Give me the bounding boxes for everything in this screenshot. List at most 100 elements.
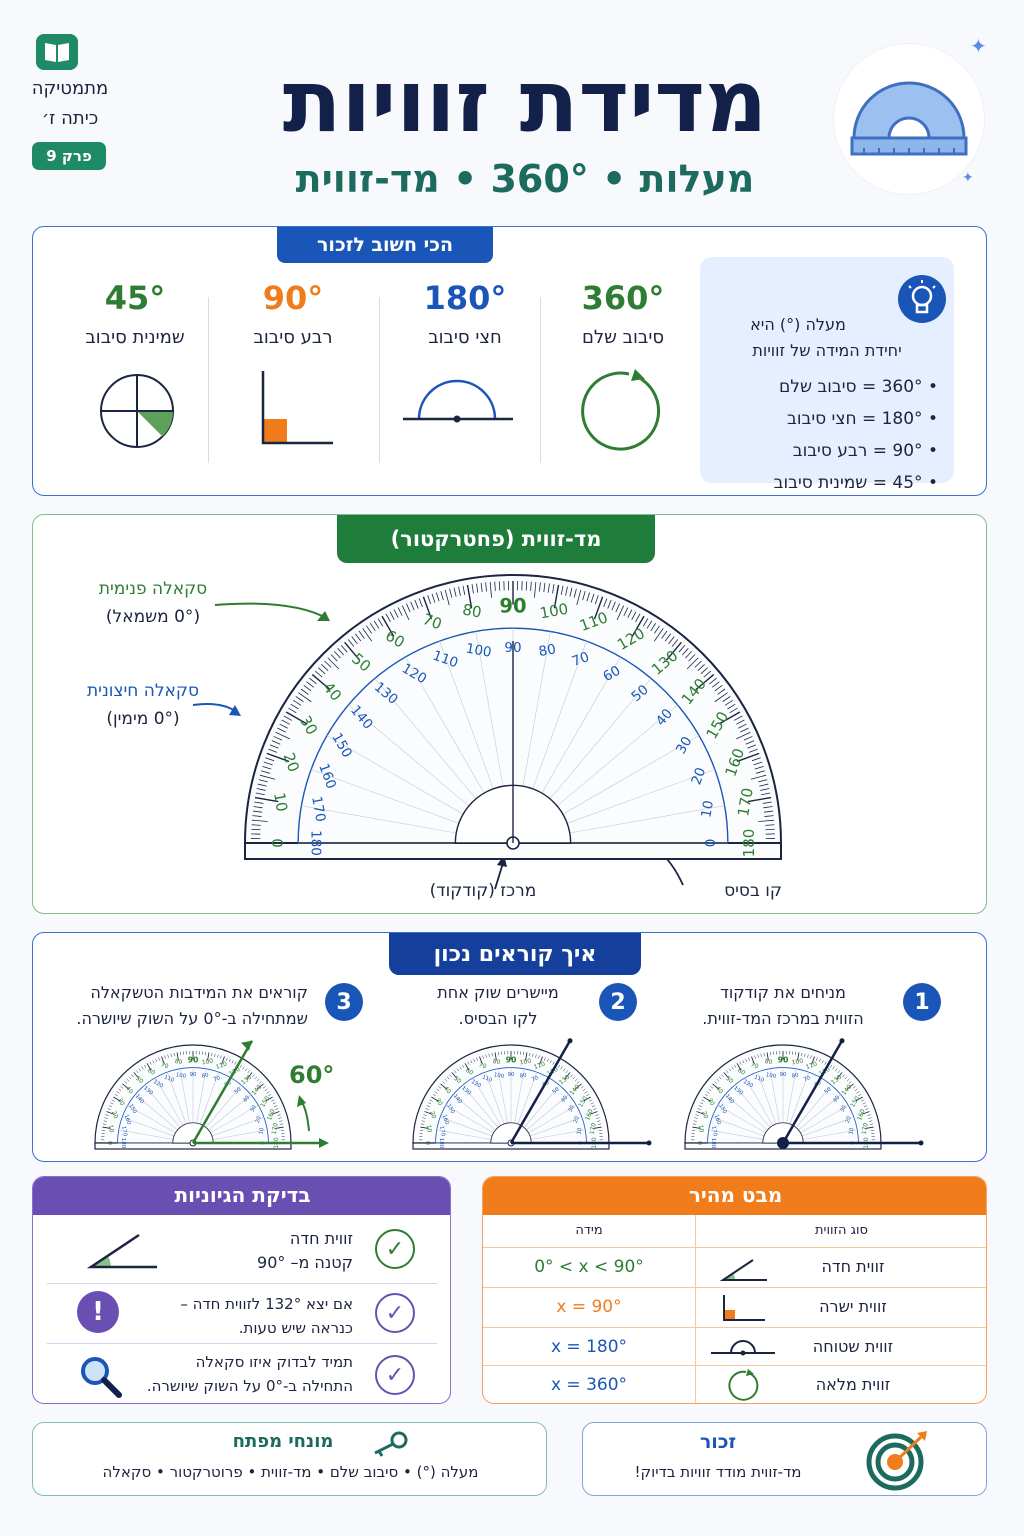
tick — [244, 1068, 248, 1072]
logic-row-3-line2: התחילה ב-0° על השוק שיושרה. — [146, 1377, 353, 1395]
outer-scale-number: 110 — [215, 1060, 228, 1071]
tick — [697, 1108, 701, 1110]
warning-icon: ! — [77, 1291, 119, 1333]
terms-title: מונחי מפתח — [232, 1431, 334, 1452]
mini-protractor-step-2: 0102030405060708090100110120130140150160… — [412, 1044, 610, 1150]
tick — [436, 1088, 440, 1092]
radial-line — [211, 1116, 264, 1137]
tick — [449, 588, 453, 598]
angle-arc — [300, 1100, 310, 1132]
radial-line — [514, 1068, 525, 1124]
tick — [631, 615, 645, 637]
inner-scale-number: 70 — [531, 1075, 540, 1083]
tick — [358, 630, 365, 639]
logic-row-3-line1: תמיד לבדוק איזו סקאלה — [195, 1353, 353, 1371]
outer-scale-number: 170 — [271, 1122, 280, 1135]
inner-scale-number: 10 — [258, 1127, 265, 1135]
inner-scale-number: 110 — [753, 1075, 765, 1084]
tick — [738, 723, 747, 729]
inner-scale-number: 110 — [481, 1075, 493, 1084]
radial-line — [530, 1129, 586, 1140]
outer-scale-number: 170 — [734, 786, 757, 817]
tick — [344, 641, 361, 661]
row-divider — [483, 1247, 986, 1248]
outer-scale-number: 40 — [124, 1085, 134, 1095]
angle-arm — [191, 1040, 254, 1144]
tick — [710, 1086, 714, 1089]
tick — [126, 1078, 130, 1082]
tick — [739, 1061, 742, 1065]
radial-line — [453, 1094, 496, 1131]
tick — [253, 806, 263, 809]
tick — [834, 1068, 838, 1072]
tick — [158, 1057, 160, 1061]
inner-scale-number: 80 — [537, 641, 557, 660]
tick — [572, 1076, 576, 1080]
tick — [268, 1094, 272, 1097]
tick — [721, 1074, 724, 1078]
inner-scale-number: 10 — [698, 799, 717, 819]
inner-scale-number: 70 — [570, 649, 592, 670]
tick — [694, 1117, 698, 1119]
step-3-line2: שמתחילה ב-0° על השוק שיושרה. — [76, 1009, 308, 1028]
tick — [848, 1081, 852, 1084]
tick — [220, 1055, 222, 1059]
tick — [743, 736, 753, 741]
logic-row-1-line1: זווית חדה — [289, 1229, 353, 1248]
tick — [464, 1063, 470, 1071]
tick — [272, 1102, 276, 1105]
label-360: סיבוב שלם — [581, 327, 665, 348]
tick — [279, 1123, 284, 1125]
tick — [440, 1083, 448, 1090]
inner-scale-number: 20 — [845, 1115, 853, 1124]
tick — [754, 766, 764, 770]
radial-line — [436, 1129, 492, 1140]
tick — [444, 1078, 448, 1082]
radial-line — [348, 704, 470, 807]
tick — [265, 1096, 273, 1102]
radial-line — [789, 1072, 810, 1125]
tick — [355, 633, 362, 642]
radial-line — [528, 1105, 577, 1134]
full-turn-icon — [728, 1369, 759, 1401]
tick — [532, 1053, 534, 1057]
tick — [727, 703, 736, 710]
tick — [586, 1094, 590, 1097]
tick — [832, 1066, 835, 1070]
tick — [261, 770, 271, 774]
tick — [485, 1054, 487, 1058]
tick — [366, 625, 372, 634]
tick — [269, 744, 279, 749]
tick — [711, 681, 720, 688]
tick — [704, 1094, 708, 1097]
tick — [479, 1056, 483, 1065]
tick — [131, 1074, 134, 1078]
tick — [221, 1056, 225, 1065]
tick — [763, 806, 773, 809]
tick — [247, 1070, 250, 1074]
tick — [257, 783, 267, 787]
radial-line — [374, 678, 477, 800]
tick — [103, 1120, 107, 1122]
step-2-num: 2 — [599, 983, 637, 1021]
divider — [208, 297, 209, 463]
tick — [254, 1076, 258, 1080]
tick — [714, 1081, 718, 1084]
tick — [760, 1053, 762, 1057]
tick — [377, 618, 384, 627]
tick — [560, 585, 564, 595]
tick — [369, 623, 376, 632]
tick — [226, 1057, 228, 1061]
tick — [118, 1088, 122, 1092]
radial-line — [311, 769, 459, 824]
tick — [252, 1074, 255, 1078]
tick — [590, 593, 595, 603]
end-point — [646, 1140, 652, 1146]
arrow-head — [319, 1138, 329, 1148]
tick — [582, 591, 586, 601]
tick — [438, 1086, 442, 1089]
outer-scale-number: 80 — [461, 601, 483, 622]
tick — [397, 607, 403, 616]
tick — [724, 699, 733, 706]
tick — [562, 1068, 566, 1072]
